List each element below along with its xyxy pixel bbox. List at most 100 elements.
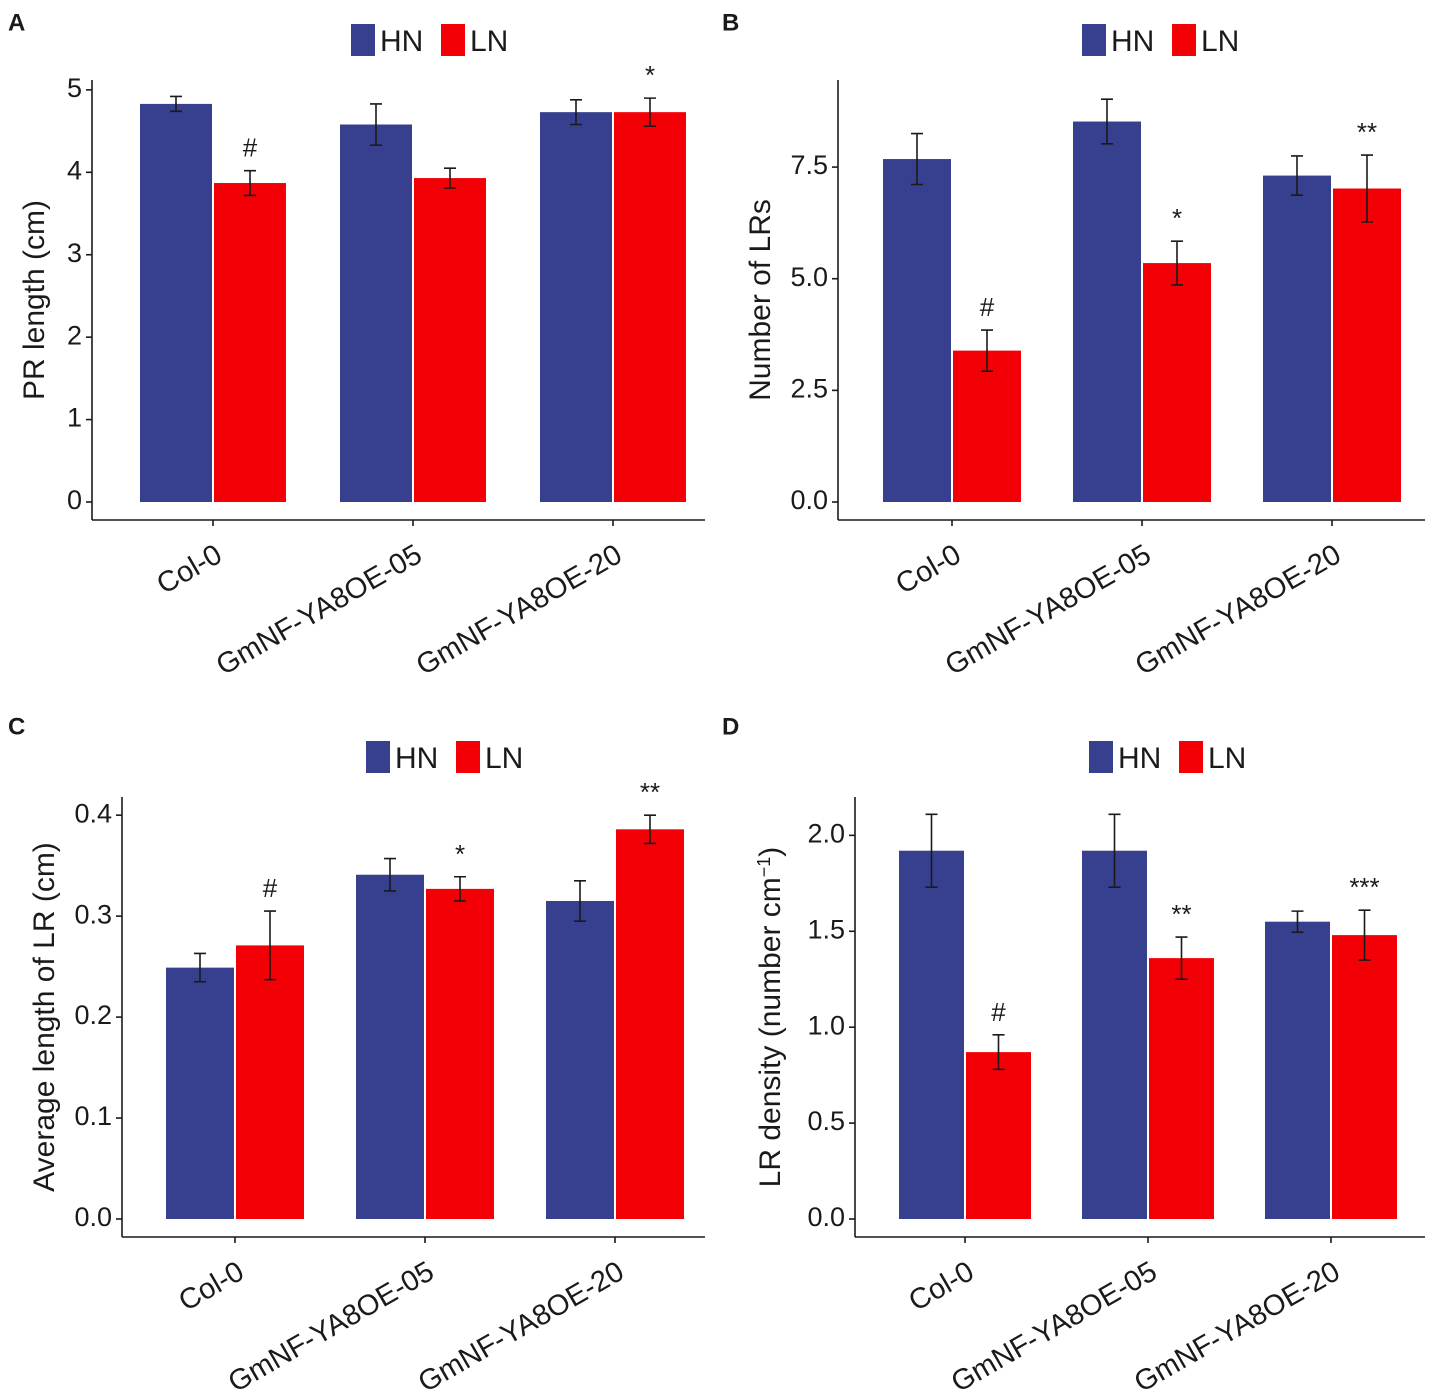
legend-swatch-hn <box>366 741 390 773</box>
error-bar <box>454 875 466 902</box>
legend-swatch-ln <box>1179 741 1203 773</box>
significance-label: ** <box>640 777 660 807</box>
category-label: GmNF-YA8OE-05 <box>940 538 1156 681</box>
y-tick-label: 2 <box>67 320 82 350</box>
significance-label: ** <box>1357 117 1377 147</box>
y-tick-label: 0 <box>67 485 82 515</box>
legend-label-hn: HN <box>380 25 423 58</box>
error-bar <box>644 97 656 127</box>
y-tick-label: 3 <box>67 238 82 268</box>
legend-swatch-hn <box>1082 24 1106 56</box>
error-bar <box>1108 813 1121 888</box>
bar-ln <box>1149 958 1214 1219</box>
significance-label: ** <box>1171 899 1191 929</box>
error-bar <box>570 98 582 126</box>
error-bar <box>1171 240 1183 286</box>
y-tick-label: 0.3 <box>74 899 112 929</box>
significance-label: # <box>263 873 278 903</box>
y-tick-label: 1.0 <box>807 1010 845 1040</box>
error-bar <box>264 910 276 981</box>
legend-label-hn: HN <box>1111 25 1154 58</box>
significance-label: * <box>455 839 465 869</box>
panel-letter: D <box>722 713 739 740</box>
category-label: GmNF-YA8OE-20 <box>413 1255 629 1398</box>
bar-hn <box>1265 921 1330 1219</box>
category-label: Col-0 <box>890 538 966 600</box>
legend-label-ln: LN <box>1208 742 1246 775</box>
y-tick-label: 0.0 <box>74 1202 112 1232</box>
significance-label: *** <box>1349 872 1379 902</box>
y-tick-label: 0.2 <box>74 1000 112 1030</box>
bar-hn <box>546 900 614 1219</box>
bar-ln <box>1143 263 1211 502</box>
panel-letter: B <box>722 9 739 36</box>
bar-hn <box>166 967 234 1219</box>
bar-ln <box>1332 935 1397 1219</box>
chart-panel-a: A HN LN 0 1 2 3 4 5 PR length (cm) # Col-0GmNF-YA8O… <box>8 9 705 682</box>
error-bar <box>444 167 456 189</box>
significance-label: # <box>980 292 995 322</box>
y-tick-label: 1.5 <box>807 914 845 944</box>
bar-ln <box>614 112 686 502</box>
error-bar <box>911 132 923 186</box>
y-tick-label: 4 <box>67 155 82 185</box>
error-bar <box>170 95 182 113</box>
y-tick-label: 5.0 <box>790 262 828 292</box>
bar-hn <box>540 112 612 502</box>
y-tick-label: 7.5 <box>790 150 828 180</box>
bar-ln <box>966 1052 1031 1219</box>
legend-swatch-ln <box>456 741 480 773</box>
error-bar <box>644 814 656 845</box>
error-bar <box>1291 155 1303 197</box>
legend-label-hn: HN <box>395 742 438 775</box>
error-bar <box>384 857 396 892</box>
chart-panel-d: D HN LN 0.0 0.5 1.0 1.5 2.0 LR density (number c… <box>722 713 1425 1399</box>
error-bar <box>1361 154 1373 223</box>
legend: HN LN <box>366 741 523 775</box>
legend-label-ln: LN <box>1201 25 1239 58</box>
y-tick-label: 1 <box>67 403 82 433</box>
bar-hn <box>883 159 951 503</box>
error-bar <box>992 1034 1005 1071</box>
category-label: GmNF-YA8OE-20 <box>1130 538 1346 681</box>
bar-hn <box>1263 175 1331 502</box>
category-label: GmNF-YA8OE-20 <box>1129 1255 1345 1398</box>
error-bar <box>574 879 586 922</box>
panel-letter: A <box>8 9 25 36</box>
significance-label: * <box>645 60 655 90</box>
y-axis-title: PR length (cm) <box>18 200 51 400</box>
legend-swatch-hn <box>351 24 375 56</box>
legend-label-hn: HN <box>1118 742 1161 775</box>
bar-ln <box>426 888 494 1219</box>
bar-hn <box>340 124 412 502</box>
y-tick-label: 5 <box>67 73 82 103</box>
bar-ln <box>414 178 486 502</box>
significance-label: # <box>243 133 258 163</box>
y-axis-title: Number of LRs <box>744 199 777 401</box>
legend: HN LN <box>351 24 508 58</box>
error-bar <box>194 952 206 983</box>
bar-ln <box>953 350 1021 502</box>
significance-label: # <box>991 997 1006 1027</box>
legend-swatch-ln <box>1172 24 1196 56</box>
category-label: Col-0 <box>151 538 227 600</box>
legend-label-ln: LN <box>485 742 523 775</box>
y-tick-label: 0.1 <box>74 1101 112 1131</box>
chart-panel-c: C HN LN 0.0 0.1 0.2 0.3 0.4 Average length of LR… <box>8 713 705 1399</box>
bar-ln <box>236 945 304 1219</box>
category-label: Col-0 <box>173 1255 249 1317</box>
significance-label: * <box>1172 203 1182 233</box>
bar-hn <box>1082 850 1147 1219</box>
y-tick-label: 2.0 <box>807 818 845 848</box>
bar-ln <box>616 829 684 1219</box>
error-bar <box>981 329 993 372</box>
legend-label-ln: LN <box>470 25 508 58</box>
error-bar <box>925 813 938 888</box>
panel-letter: C <box>8 713 25 740</box>
error-bar <box>1101 98 1113 145</box>
y-tick-label: 0.5 <box>807 1106 845 1136</box>
y-tick-label: 0.0 <box>807 1202 845 1232</box>
category-label: GmNF-YA8OE-05 <box>211 538 427 681</box>
category-label: GmNF-YA8OE-05 <box>946 1255 1162 1398</box>
